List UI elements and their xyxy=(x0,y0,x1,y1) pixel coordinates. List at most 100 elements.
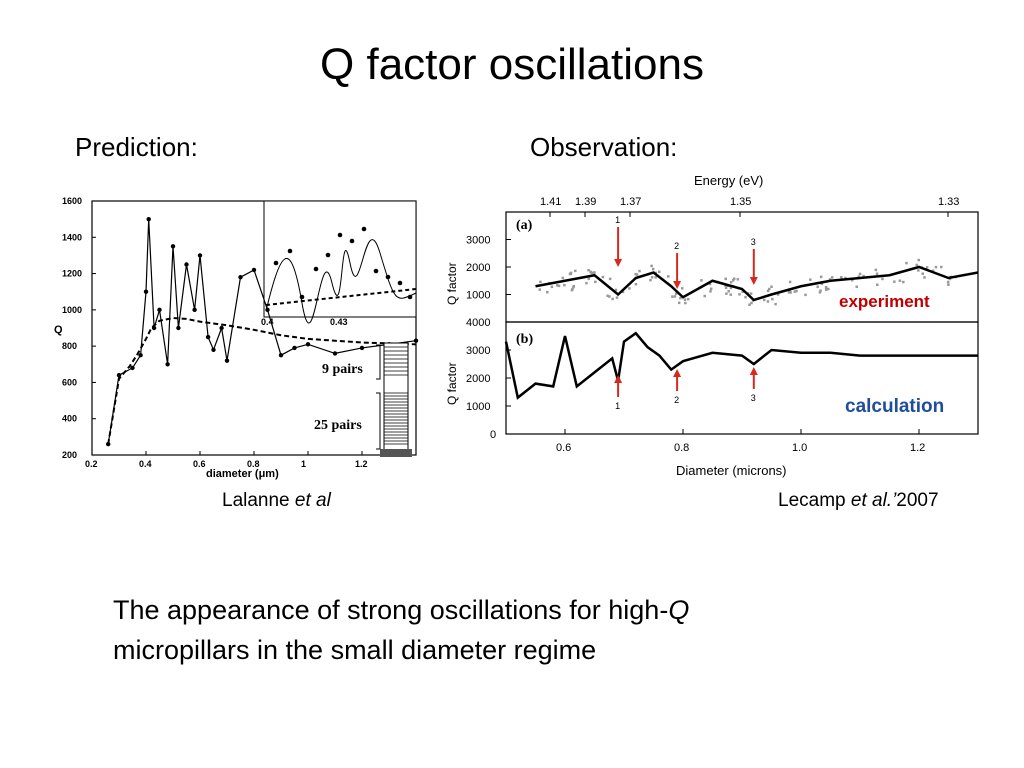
body-line1: The appearance of strong oscillations fo… xyxy=(113,595,669,625)
label-25-pairs: 25 pairs xyxy=(314,418,362,433)
x-tick-0.6: 0.6 xyxy=(193,459,206,469)
data-point xyxy=(151,325,157,331)
prediction-caption: Lalanne et al xyxy=(222,490,331,512)
scatter-point xyxy=(917,269,920,272)
data-point xyxy=(205,334,211,340)
energy-axis-label: Energy (eV) xyxy=(694,173,763,188)
scatter-point xyxy=(703,294,706,298)
scatter-point xyxy=(898,279,902,283)
scatter-point xyxy=(611,297,614,301)
xtick-1.0: 1.0 xyxy=(792,442,807,454)
scatter-point xyxy=(828,278,832,281)
data-point xyxy=(251,267,257,273)
energy-tick-1.41: 1.41 xyxy=(540,196,561,208)
scatter-point xyxy=(561,276,565,280)
inset-point xyxy=(385,274,391,280)
xtick-1.2: 1.2 xyxy=(910,442,925,454)
y-tick-600: 600 xyxy=(62,377,77,387)
observation-figure: Energy (eV) 1.41 1.39 1.37 1.35 1.33 (a) (b)… xyxy=(440,165,985,485)
scatter-point xyxy=(738,293,741,296)
scatter-point xyxy=(568,272,572,276)
caption-author: Lalanne xyxy=(222,490,295,511)
marker-arrowhead-b xyxy=(614,375,623,383)
panel-b-ylabel: Q factor xyxy=(445,362,459,405)
y-axis-label: Q xyxy=(54,324,63,336)
scatter-point xyxy=(729,281,733,284)
bracket-25 xyxy=(376,392,381,450)
b-ytick-2000: 2000 xyxy=(466,373,490,385)
prediction-figure: 1600 1400 1200 1000 800 600 400 200 0.2 0.4 0.6 0.… xyxy=(40,193,420,483)
scatter-point xyxy=(855,285,859,289)
marker-label-a: 2 xyxy=(674,241,679,251)
scatter-point xyxy=(824,288,828,291)
scatter-point xyxy=(556,284,559,287)
b-ytick-3000: 3000 xyxy=(466,345,490,357)
label-9-pairs: 9 pairs xyxy=(322,362,363,377)
y-tick-1400: 1400 xyxy=(62,232,82,242)
x-axis-label: diameter (μm) xyxy=(206,468,279,480)
marker-label-b: 1 xyxy=(615,401,620,411)
y-tick-1200: 1200 xyxy=(62,269,82,279)
scatter-point xyxy=(700,279,703,282)
scatter-point xyxy=(638,269,641,273)
scatter-point xyxy=(875,272,879,276)
y-tick-400: 400 xyxy=(62,414,77,424)
scatter-point xyxy=(946,280,950,284)
scatter-point xyxy=(771,297,774,301)
scatter-point xyxy=(677,301,681,305)
scatter-point xyxy=(844,276,847,280)
scatter-point xyxy=(606,294,609,298)
x-tick-labels: 0.2 0.4 0.6 0.8 1 1.2 xyxy=(85,451,368,469)
scatter-point xyxy=(592,271,595,275)
scatter-point xyxy=(830,276,834,279)
scatter-point xyxy=(727,290,730,293)
x-axis-label: Diameter (microns) xyxy=(676,463,787,478)
data-point xyxy=(170,244,176,249)
marker-arrowhead-b xyxy=(749,367,758,375)
inset-point xyxy=(287,248,293,254)
data-point xyxy=(106,441,111,447)
scatter-point xyxy=(766,300,770,303)
scatter-point xyxy=(744,295,747,299)
scatter-point xyxy=(850,278,854,282)
data-point xyxy=(219,325,224,331)
scatter-point xyxy=(939,265,943,269)
scatter-point xyxy=(741,290,744,293)
caption-etal: et al xyxy=(294,490,331,511)
scatter-point xyxy=(671,295,674,298)
x-ticks: 0.6 0.8 1.0 1.2 xyxy=(556,429,925,454)
scatter-point xyxy=(650,276,654,279)
scatter-point xyxy=(563,283,566,287)
scatter-point xyxy=(538,288,542,291)
series-9-pairs xyxy=(107,317,417,445)
y-tick-200: 200 xyxy=(62,450,77,460)
scatter-point xyxy=(608,277,612,281)
scatter-point xyxy=(915,263,919,267)
panel-b-y-ticks: 4000 3000 2000 1000 0 xyxy=(466,317,511,441)
inset-point xyxy=(397,280,403,286)
scatter-point xyxy=(776,293,780,296)
caption-year: 2007 xyxy=(896,490,939,511)
scatter-point xyxy=(539,280,542,284)
scatter-point xyxy=(608,295,611,298)
inset-curve xyxy=(265,239,417,324)
data-point xyxy=(359,345,365,351)
scatter-point xyxy=(594,280,597,284)
scatter-point xyxy=(628,287,631,290)
scatter-point xyxy=(827,287,830,291)
inset-point xyxy=(349,238,355,244)
calculation-line xyxy=(504,331,978,400)
scatter-point xyxy=(857,275,860,279)
scatter-point xyxy=(819,275,823,279)
scatter-point xyxy=(795,289,798,293)
scatter-point xyxy=(809,278,812,281)
inset-point xyxy=(361,226,367,232)
b-ytick-0: 0 xyxy=(490,429,496,441)
inset-tick-2: 0.43 xyxy=(330,317,348,327)
data-point xyxy=(238,275,243,280)
inset-point xyxy=(373,268,379,274)
observation-chart: Energy (eV) 1.41 1.39 1.37 1.35 1.33 (a) (b)… xyxy=(445,173,979,478)
bracket-9 xyxy=(376,344,381,380)
scatter-point xyxy=(571,287,574,291)
